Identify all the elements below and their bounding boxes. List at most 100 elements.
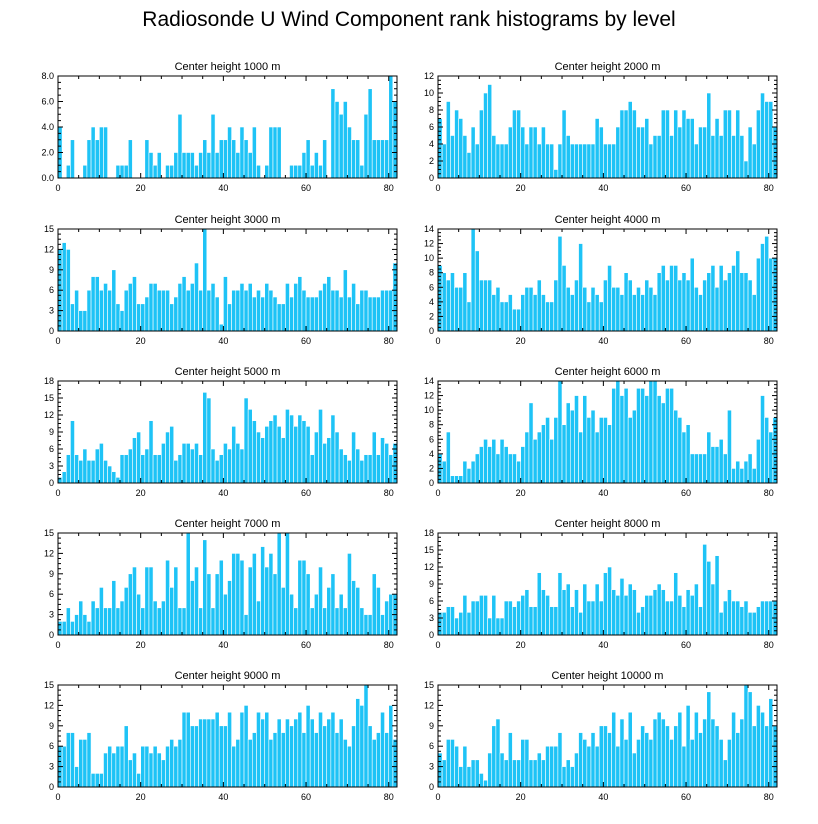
panel-9-bar [380,711,385,788]
panel-2-bar [507,126,513,179]
panel-10-bar [466,766,472,788]
panel-4-bar [669,265,674,332]
panel-2-bar [603,143,608,179]
panel-6-bar [499,438,505,484]
panel-1-bar [231,139,237,179]
panel-3-bar [367,296,373,332]
panel-4-bar [722,279,728,332]
panel-1-bar [351,139,356,179]
panel-6-bar [743,460,749,484]
panel-4-bar [731,265,736,332]
panel-7-bar [181,607,187,636]
panel-7-bar [127,573,133,636]
panel-5-bar [314,431,319,484]
panel-5-bar [334,431,340,484]
panel-9-bar [264,711,270,788]
panel-8-bar [487,617,493,636]
panel-10-ytick-label: 3 [429,762,434,772]
panel-7-bar [185,532,191,636]
panel-4-bar [520,294,526,332]
panel-3-bar [347,296,352,332]
panel-9-bar [227,711,232,788]
panel-6-bar [611,387,617,484]
panel-8-xtick-label: 60 [681,640,691,650]
panel-2-bar [640,126,646,179]
panel-4-bar [512,308,517,332]
panel-3-bar [276,303,282,332]
panel-1-bar [347,126,352,179]
panel-3-bar [65,249,71,332]
panel-7-bar [285,532,290,636]
panel-1-bar [256,164,261,179]
panel-10-bar [462,745,468,788]
panel-3-bar [70,303,75,332]
panel-8-bar [689,595,695,636]
panel-1-bar [289,164,294,179]
panel-2-bar [727,109,732,179]
panel-9-bar [285,718,290,788]
panel-2-bar [623,109,629,179]
panel-9-bar [330,711,336,788]
panel-2-bar [619,109,625,179]
panel-4-bar [619,294,625,332]
panel-9-ytick-label: 3 [49,762,54,772]
panel-6-bar [507,453,513,484]
panel-1-bar [235,152,241,179]
panel-7-bar [384,600,390,636]
panel-8-bar [598,600,604,636]
panel-7-bar [173,566,179,636]
panel-6-bar [756,438,761,484]
panel-10-ytick-label: 12 [424,700,434,710]
panel-7-bar [326,587,332,636]
panel-9-bar [90,773,96,788]
panel-9-bar [132,752,137,788]
panel-9-bar [293,718,299,788]
panel-3-bar [256,289,261,332]
panel-7-bar [227,580,232,636]
panel-2-bar [458,118,464,179]
panel-4-bar [594,294,600,332]
panel-1-bar [206,152,212,179]
panel-10-bar [603,725,608,788]
panel-10-bar [524,739,530,788]
panel-3-bar [189,283,195,332]
panel-2-bar [685,118,691,179]
panel-5-ytick-label: 15 [44,393,54,403]
panel-2-bar [702,126,708,179]
panel-2-bar [491,135,497,179]
panel-3-bar [322,283,328,332]
panel-10-ytick-label: 6 [429,741,434,751]
panel-2-bar [557,143,563,179]
panel-10-bar [483,779,488,788]
panel-7-bar [57,621,63,636]
panel-3-bar [223,276,228,332]
panel-7-bar [152,600,158,636]
panel-6-bar [739,468,745,484]
panel-2-ytick-label: 0 [429,173,434,183]
panel-4-bar [660,265,666,332]
panel-9-bar [65,732,71,788]
panel-1-bar [293,164,299,179]
panel-1-bar [152,164,158,179]
panel-2-bar [524,143,530,179]
panel-9-bar [127,759,133,788]
panel-10-bar [541,759,546,788]
panel-7-bar [371,573,377,636]
panel-8-bar [536,572,542,636]
panel-8-bar [718,612,724,636]
panel-6-xtick-label: 20 [516,488,526,498]
panel-8-bar [462,595,468,636]
panel-4-ytick-label: 8 [429,268,434,278]
panel-5-bar [359,460,365,484]
panel-8-bar [714,555,720,636]
panel-10-title: Center height 10000 m [552,670,664,682]
panel-9-xtick-label: 20 [136,792,146,802]
panel-7-xtick-label: 40 [218,640,228,650]
panel-2-bar [681,109,687,179]
panel-4-bar [747,279,753,332]
panel-5-bar [161,443,166,484]
panel-9-bar [119,745,125,788]
panel-4-bar [735,250,741,332]
panel-2-bar [714,118,720,179]
panel-3-bar [165,289,170,332]
